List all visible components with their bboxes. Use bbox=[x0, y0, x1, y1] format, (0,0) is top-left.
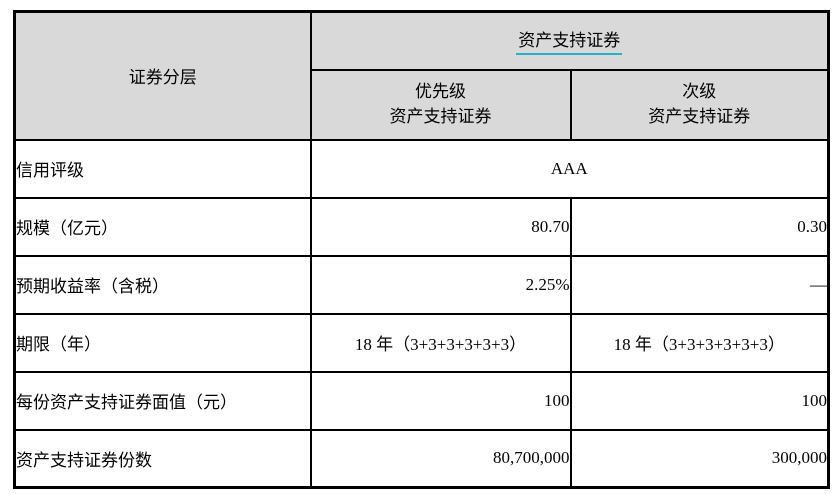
col-header-senior-bottom: 资产支持证券 bbox=[389, 106, 492, 126]
corner-header-cell: 证券分层 bbox=[13, 10, 312, 141]
row-face-value: 每份资产支持证券面值（元） 100 100 bbox=[13, 370, 830, 431]
row-scale: 规模（亿元） 80.70 0.30 bbox=[13, 196, 830, 257]
shares-senior-value: 80,700,000 bbox=[309, 428, 572, 489]
credit-rating-value: AAA bbox=[309, 138, 830, 199]
row-credit-rating: 信用评级 AAA bbox=[13, 138, 830, 199]
term-sub-value: 18 年（3+3+3+3+3+3） bbox=[569, 312, 830, 373]
scale-sub-value: 0.30 bbox=[569, 196, 830, 257]
shares-sub-value: 300,000 bbox=[569, 428, 830, 489]
scale-label: 规模（亿元） bbox=[13, 196, 312, 257]
group-header-label: 资产支持证券 bbox=[516, 26, 623, 56]
credit-rating-label: 信用评级 bbox=[13, 138, 312, 199]
row-term: 期限（年） 18 年（3+3+3+3+3+3） 18 年（3+3+3+3+3+3… bbox=[13, 312, 830, 373]
face-value-senior-value: 100 bbox=[309, 370, 572, 431]
row-expected-yield: 预期收益率（含税） 2.25% — bbox=[13, 254, 830, 315]
col-header-senior-top: 优先级 bbox=[415, 81, 466, 101]
group-header-cell: 资产支持证券 bbox=[309, 10, 830, 71]
col-header-sub: 次级 资产支持证券 bbox=[569, 68, 830, 141]
col-header-sub-top: 次级 bbox=[682, 81, 717, 101]
securities-tranche-table: 证券分层 资产支持证券 优先级 资产支持证券 次级 资产支持证券 信用评级 AA… bbox=[13, 10, 830, 489]
corner-header-label: 证券分层 bbox=[128, 68, 197, 88]
col-header-senior: 优先级 资产支持证券 bbox=[309, 68, 572, 141]
expected-yield-senior-value: 2.25% bbox=[309, 254, 572, 315]
col-header-sub-bottom: 资产支持证券 bbox=[648, 106, 751, 126]
expected-yield-sub-value: — bbox=[569, 254, 830, 315]
term-label: 期限（年） bbox=[13, 312, 312, 373]
shares-label: 资产支持证券份数 bbox=[13, 428, 312, 489]
expected-yield-label: 预期收益率（含税） bbox=[13, 254, 312, 315]
scale-senior-value: 80.70 bbox=[309, 196, 572, 257]
term-senior-value: 18 年（3+3+3+3+3+3） bbox=[309, 312, 572, 373]
row-shares: 资产支持证券份数 80,700,000 300,000 bbox=[13, 428, 830, 489]
face-value-label: 每份资产支持证券面值（元） bbox=[13, 370, 312, 431]
face-value-sub-value: 100 bbox=[569, 370, 830, 431]
